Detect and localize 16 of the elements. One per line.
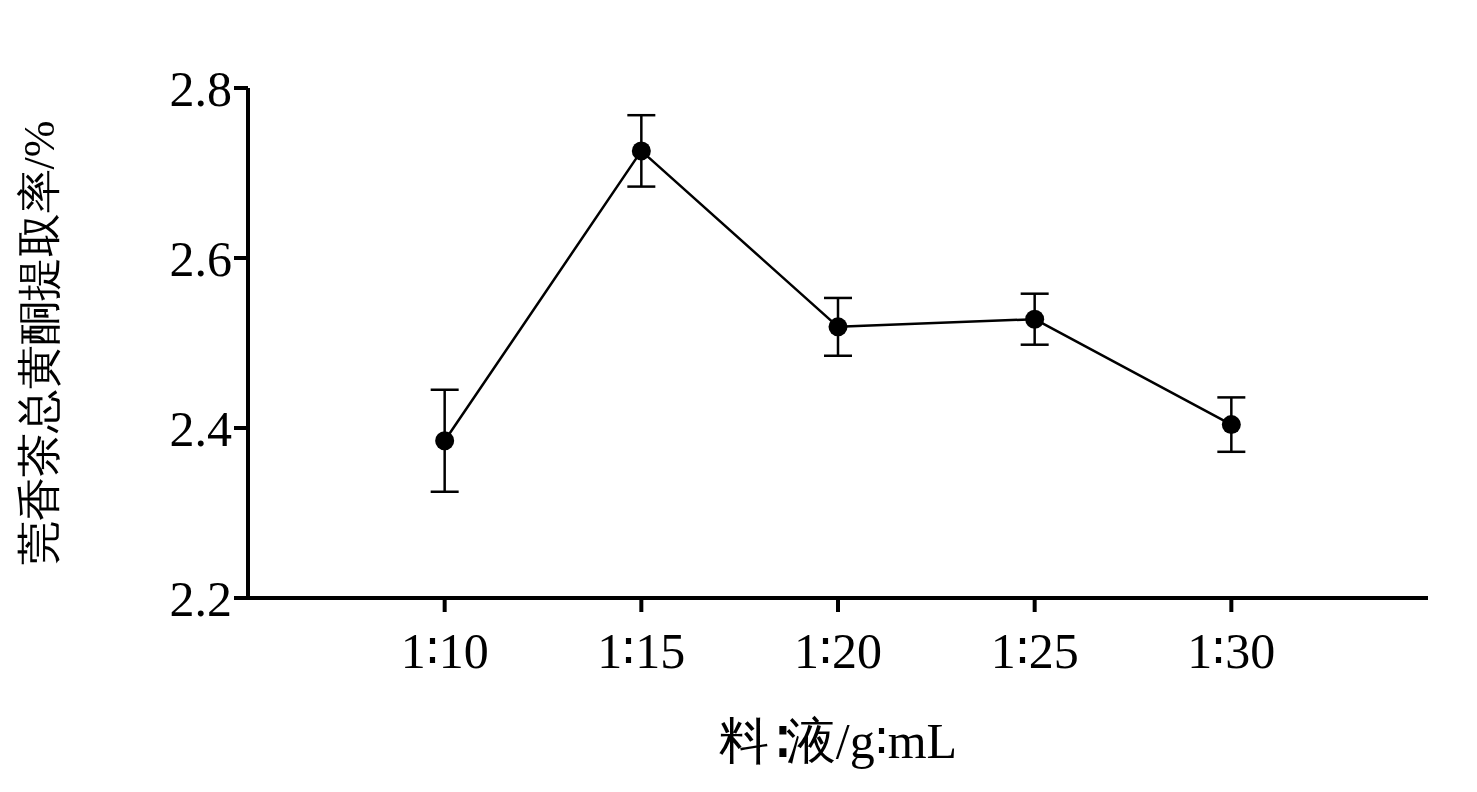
y-axis-title: 莞香茶总黄酮提取率/% (14, 120, 64, 566)
x-tick-label: 1∶10 (400, 622, 489, 679)
y-tick-label: 2.6 (169, 230, 232, 287)
x-axis-title: 料∶液/g∶mL (718, 713, 958, 769)
point (435, 431, 455, 451)
point (828, 317, 848, 337)
y-tick-label: 2.4 (169, 400, 232, 457)
y-tick-label: 2.8 (169, 60, 232, 117)
y-tick-label: 2.2 (169, 570, 232, 627)
x-tick-label: 1∶20 (794, 622, 882, 679)
point (1221, 415, 1241, 435)
x-tick-label: 1∶25 (990, 622, 1079, 679)
point (631, 141, 651, 161)
x-tick-label: 1∶15 (597, 622, 686, 679)
x-tick-label: 1∶30 (1187, 622, 1276, 679)
point (1025, 309, 1045, 329)
